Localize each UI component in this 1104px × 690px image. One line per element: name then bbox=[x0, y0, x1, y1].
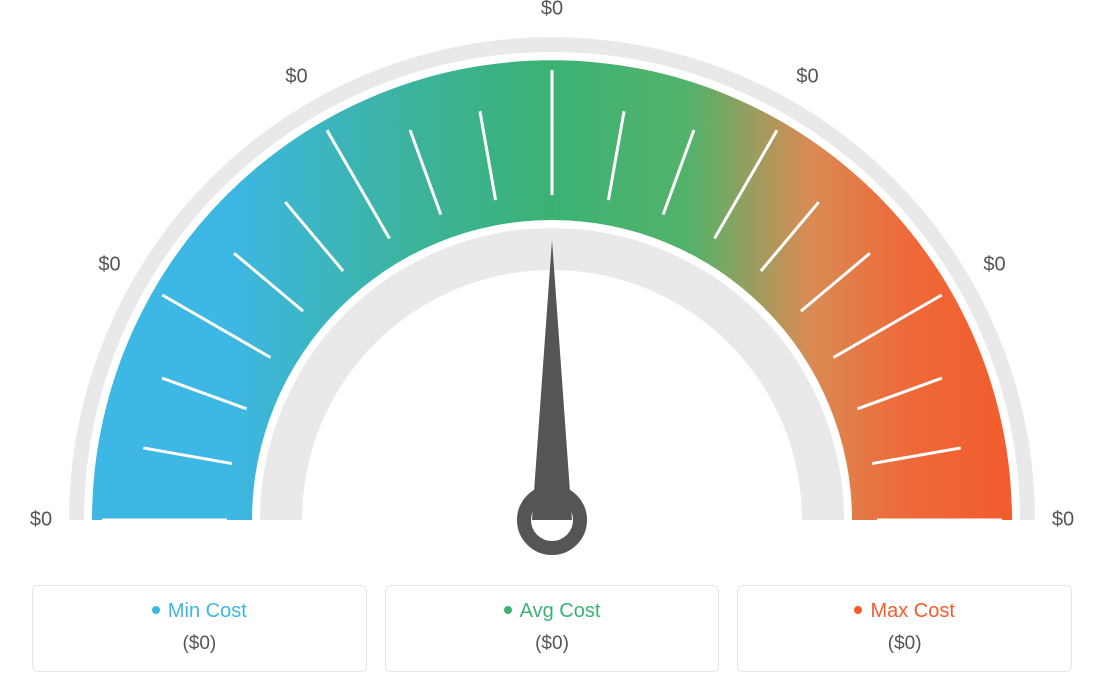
legend-label-max: Max Cost bbox=[870, 600, 954, 622]
legend-label-avg: Avg Cost bbox=[520, 600, 601, 622]
legend-title-min: Min Cost bbox=[43, 600, 356, 623]
gauge-tick-label: $0 bbox=[796, 66, 818, 89]
legend-row: Min Cost ($0) Avg Cost ($0) Max Cost ($0… bbox=[32, 585, 1072, 672]
dot-avg bbox=[504, 606, 512, 614]
dot-min bbox=[152, 606, 160, 614]
legend-title-avg: Avg Cost bbox=[396, 600, 709, 623]
legend-card-max: Max Cost ($0) bbox=[737, 585, 1072, 672]
legend-card-min: Min Cost ($0) bbox=[32, 585, 367, 672]
legend-value-avg: ($0) bbox=[396, 633, 709, 655]
gauge-tick-label: $0 bbox=[1052, 509, 1074, 532]
legend-value-max: ($0) bbox=[748, 633, 1061, 655]
cost-gauge-widget: $0 $0 $0 $0 $0 $0 $0 Min Cost ($0) Avg Cost ($… bbox=[0, 0, 1104, 690]
gauge-tick-label: $0 bbox=[30, 509, 52, 532]
gauge-chart: $0 $0 $0 $0 $0 $0 $0 bbox=[0, 0, 1104, 570]
gauge-tick-label: $0 bbox=[285, 66, 307, 89]
dot-max bbox=[854, 606, 862, 614]
gauge-tick-label: $0 bbox=[98, 253, 120, 276]
legend-card-avg: Avg Cost ($0) bbox=[385, 585, 720, 672]
gauge-tick-label: $0 bbox=[983, 253, 1005, 276]
gauge-svg bbox=[0, 0, 1104, 570]
legend-title-max: Max Cost bbox=[748, 600, 1061, 623]
legend-value-min: ($0) bbox=[43, 633, 356, 655]
gauge-tick-label: $0 bbox=[541, 0, 563, 21]
legend-label-min: Min Cost bbox=[168, 600, 247, 622]
